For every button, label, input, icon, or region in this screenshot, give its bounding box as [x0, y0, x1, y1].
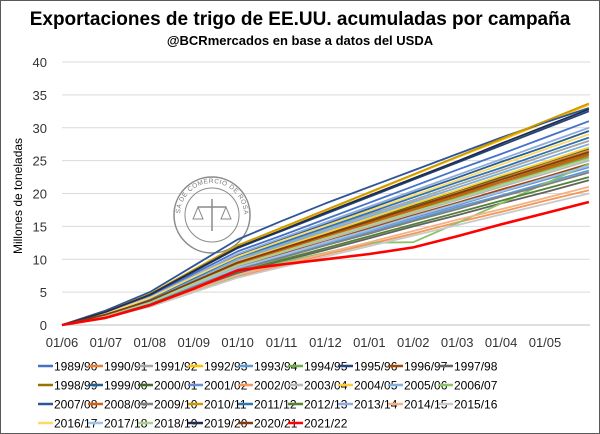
x-tick-label: 01/06	[46, 335, 79, 350]
legend-item: 2000/01	[138, 379, 198, 393]
legend-label: 2013/14	[354, 398, 398, 412]
legend-label: 1992/93	[204, 360, 248, 374]
x-tick-label: 01/04	[485, 335, 518, 350]
legend-label: 2020/21	[254, 417, 298, 431]
series-line-2007-08	[61, 107, 590, 326]
legend-label: 1991/92	[154, 360, 198, 374]
legend-item: 2019/20	[188, 417, 248, 431]
legend-item: 1989/90	[38, 360, 98, 374]
legend-label: 1989/90	[54, 360, 98, 374]
legend-item: 2004/05	[338, 379, 398, 393]
series-line-2021-22	[61, 200, 590, 327]
legend-item: 2021/22	[288, 417, 348, 431]
legend-label: 2015/16	[454, 398, 498, 412]
legend-label: 1994/95	[304, 360, 348, 374]
legend-label: 1997/98	[454, 360, 498, 374]
y-tick-label: 10	[33, 252, 47, 267]
legend-label: 2017/18	[104, 417, 148, 431]
legend-item: 2009/10	[138, 398, 198, 412]
legend-label: 2008/09	[104, 398, 148, 412]
legend-label: 2005/06	[404, 379, 448, 393]
x-tick-label: 01/08	[134, 335, 167, 350]
legend-label: 1990/91	[104, 360, 148, 374]
legend-item: 2015/16	[438, 398, 498, 412]
x-tick-label: 01/05	[529, 335, 562, 350]
legend-label: 1996/97	[404, 360, 448, 374]
x-tick-label: 01/10	[221, 335, 254, 350]
legend-label: 2007/08	[54, 398, 98, 412]
x-tick-label: 01/11	[266, 335, 298, 350]
legend-item: 1996/97	[388, 360, 448, 374]
chart-subtitle: @BCRmercados en base a datos del USDA	[167, 33, 434, 48]
legend-label: 2019/20	[204, 417, 248, 431]
x-tick-label: 01/12	[309, 335, 342, 350]
legend-label: 2021/22	[304, 417, 348, 431]
legend-label: 1995/96	[354, 360, 398, 374]
series-line-2016-17	[61, 133, 590, 326]
y-tick-label: 20	[33, 187, 47, 202]
legend-item: 2016/17	[38, 417, 98, 431]
legend-item: 2013/14	[338, 398, 398, 412]
legend-item: 1995/96	[338, 360, 398, 374]
logo-seal: BOLSA DE COMERCIO DE ROSARIO	[173, 176, 251, 254]
legend-item: 2014/15	[388, 398, 448, 412]
x-tick-label: 01/03	[441, 335, 474, 350]
y-tick-label: 25	[33, 154, 47, 169]
series-line-2020-21	[61, 151, 590, 326]
legend-label: 2000/01	[154, 379, 198, 393]
legend-label: 2010/11	[204, 398, 247, 412]
legend-label: 2016/17	[54, 417, 98, 431]
legend-label: 2006/07	[454, 379, 498, 393]
legend-item: 2017/18	[88, 417, 148, 431]
legend-label: 2002/03	[254, 379, 298, 393]
legend-label: 1998/99	[54, 379, 98, 393]
legend-label: 2011/12	[254, 398, 297, 412]
y-tick-label: 0	[40, 318, 47, 333]
legend-label: 2018/19	[154, 417, 198, 431]
legend-item: 1994/95	[288, 360, 348, 374]
legend-label: 2003/04	[304, 379, 348, 393]
legend-item: 2002/03	[238, 379, 298, 393]
legend-item: 2020/21	[238, 417, 298, 431]
series-line-2019-20	[61, 108, 590, 326]
legend-label: 2004/05	[354, 379, 398, 393]
legend-item: 2003/04	[288, 379, 348, 393]
legend-item: 2018/19	[138, 417, 198, 431]
legend-label: 1993/94	[254, 360, 298, 374]
legend-item: 1993/94	[238, 360, 298, 374]
legend-item: 2012/13	[288, 398, 348, 412]
y-tick-label: 40	[33, 55, 47, 70]
legend-item: 1992/93	[188, 360, 248, 374]
legend-item: 1998/99	[38, 379, 98, 393]
y-axis-label: Millones de toneladas	[11, 138, 25, 254]
legend-item: 1991/92	[138, 360, 198, 374]
legend-item: 2011/12	[238, 398, 297, 412]
x-tick-label: 01/02	[397, 335, 430, 350]
chart-title: Exportaciones de trigo de EE.UU. acumula…	[30, 9, 571, 30]
legend-item: 2001/02	[188, 379, 248, 393]
legend-label: 2001/02	[204, 379, 248, 393]
legend-item: 2010/11	[188, 398, 247, 412]
legend-label: 2014/15	[404, 398, 448, 412]
legend-item: 2007/08	[38, 398, 98, 412]
legend-item: 1997/98	[438, 360, 498, 374]
legend-label: 2009/10	[154, 398, 198, 412]
y-tick-label: 5	[40, 285, 47, 300]
legend-label: 1999/00	[104, 379, 148, 393]
legend-label: 2012/13	[304, 398, 348, 412]
series-line-2018-19	[61, 157, 590, 326]
y-tick-label: 30	[33, 121, 47, 136]
legend-item: 2008/09	[88, 398, 148, 412]
y-tick-label: 15	[33, 219, 47, 234]
legend-item: 1999/00	[88, 379, 148, 393]
x-tick-label: 01/01	[353, 335, 386, 350]
y-tick-label: 35	[33, 88, 47, 103]
legend-item: 2006/07	[438, 379, 498, 393]
x-tick-label: 01/07	[90, 335, 123, 350]
x-tick-label: 01/09	[177, 335, 210, 350]
series-line-1995-96	[61, 110, 590, 326]
legend-item: 1990/91	[88, 360, 148, 374]
legend-item: 2005/06	[388, 379, 448, 393]
